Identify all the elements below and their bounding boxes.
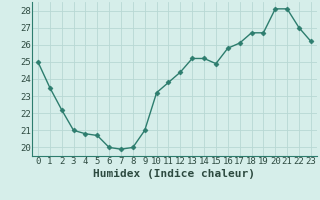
X-axis label: Humidex (Indice chaleur): Humidex (Indice chaleur) [93,169,255,179]
